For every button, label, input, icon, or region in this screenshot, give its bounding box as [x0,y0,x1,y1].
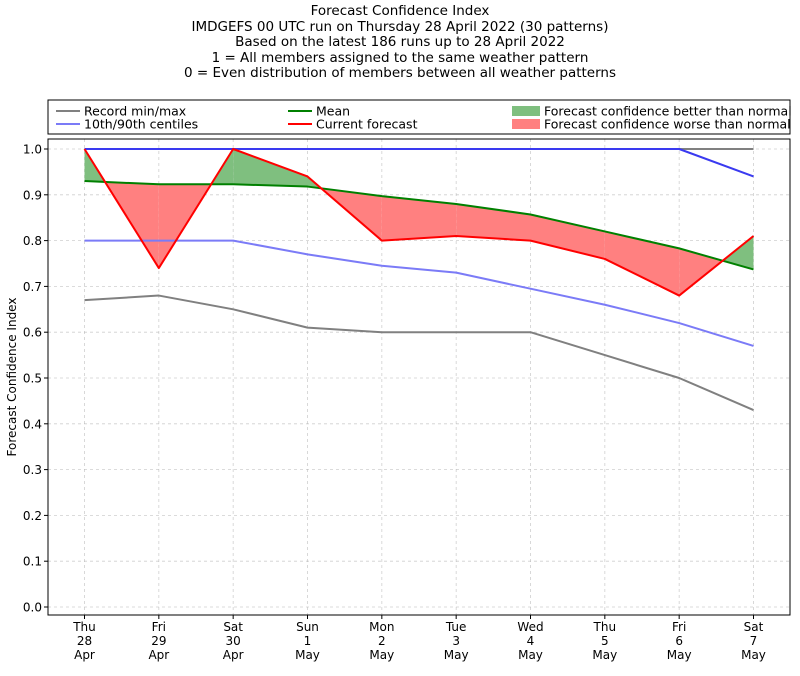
x-tick-label: 30 [226,634,241,648]
chart-title-line-4: 1 = All members assigned to the same wea… [211,49,589,66]
worse-than-normal-area [679,248,723,296]
x-tick-label: May [518,648,543,662]
x-tick-label: Thu [593,620,617,634]
chart-title-line-3: Based on the latest 186 runs up to 28 Ap… [235,34,565,51]
x-tick-label: May [295,648,320,662]
y-tick-label: 0.0 [23,601,42,615]
x-tick-label: Thu [72,620,96,634]
y-tick-label: 0.7 [23,280,42,294]
chart-title-block: Forecast Confidence Index IMDGEFS 00 UTC… [0,3,800,82]
legend-label: Forecast confidence better than normal [544,104,792,119]
worse-than-normal-area [456,203,531,241]
x-tick-label: Sun [296,620,319,634]
legend-patch-swatch [512,106,540,116]
worse-than-normal-area [381,196,457,241]
plot-frame [47,138,791,616]
y-tick-label: 0.5 [23,372,42,386]
p90-centile-line [84,148,754,178]
x-tick-label: Apr [223,648,244,662]
y-tick-label: 0.2 [23,509,42,523]
legend-box [47,99,791,135]
legend: Record min/max Mean Forecast confidence be… [47,99,792,135]
legend-label: Record min/max [84,104,186,119]
x-tick-label: May [444,648,469,662]
x-tick-label: May [592,648,617,662]
worse-than-normal-area [604,231,680,296]
x-tick-label: 7 [750,634,758,648]
x-tick-label: Fri [152,620,166,634]
x-tick-label: 1 [304,634,312,648]
chart-title-line-2: IMDGEFS 00 UTC run on Thursday 28 April … [191,18,609,35]
x-tick-label: May [741,648,766,662]
x-tick-label: Apr [148,648,169,662]
x-tick-label: 6 [675,634,683,648]
y-axis-label: Forecast Confidence Index [5,298,19,457]
y-tick-label: 0.8 [23,234,42,248]
x-tick-label: Tue [445,620,467,634]
x-tick-label: 5 [601,634,609,648]
x-tick-label: 2 [378,634,386,648]
x-axis: Thu28AprFri29AprSat30AprSun1MayMon2MayTu… [72,615,766,662]
y-tick-label: 0.9 [23,188,42,202]
better-than-normal-area [233,149,308,187]
x-tick-label: 28 [77,634,92,648]
x-tick-label: Sat [744,620,764,634]
chart-title-line-5: 0 = Even distribution of members between… [183,65,617,82]
chart-title-line-1: Forecast Confidence Index [310,3,490,19]
x-tick-label: 4 [527,634,535,648]
y-tick-label: 0.4 [23,417,42,431]
y-tick-label: 1.0 [23,143,42,157]
y-tick-label: 0.1 [23,555,42,569]
x-tick-label: May [667,648,692,662]
x-tick-label: 29 [151,634,166,648]
p10-centile-line [84,239,754,347]
mean-line [84,180,754,271]
worse-than-normal-area [530,214,605,259]
y-tick-label: 0.3 [23,463,42,477]
legend-label: Current forecast [316,117,418,132]
y-axis: 0.0 0.1 0.2 0.3 0.4 0.5 0.6 0.7 0.8 0.9 1.0 [23,143,48,615]
x-tick-label: Sat [223,620,243,634]
legend-label: Mean [316,104,350,119]
current-forecast-line [83,148,755,297]
legend-patch-swatch [512,119,540,129]
x-tick-label: Apr [74,648,95,662]
legend-label: Forecast confidence worse than normal [544,117,791,132]
better-than-normal-area [722,236,754,270]
x-tick-label: 3 [452,634,460,648]
x-tick-label: Wed [517,620,543,634]
record-min-line [84,294,754,411]
x-tick-label: May [369,648,394,662]
legend-label: 10th/90th centiles [84,117,198,132]
x-tick-label: Fri [672,620,686,634]
x-tick-label: Mon [369,620,394,634]
y-tick-label: 0.6 [23,326,42,340]
